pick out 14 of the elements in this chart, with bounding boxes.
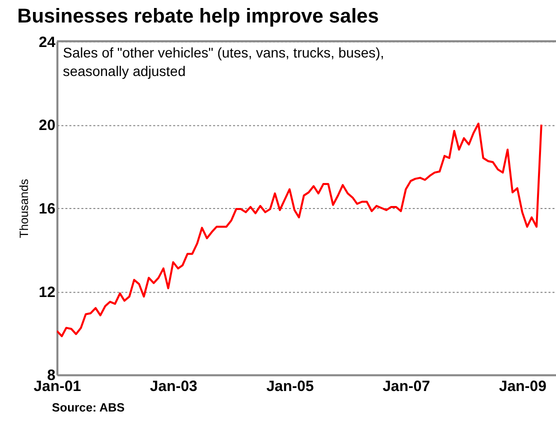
chart-title: Businesses rebate help improve sales: [17, 5, 379, 28]
y-tick-label: 16: [38, 200, 56, 218]
y-tick-label: 24: [38, 34, 56, 51]
x-tick-label: Jan-07: [382, 378, 430, 396]
x-tick-label: Jan-03: [150, 378, 198, 396]
y-tick-label: 20: [38, 117, 56, 134]
y-tick-label: 8: [47, 367, 56, 384]
text: Sales of "other vehicles" (utes, vans, trucks, buses), seasonally adjusted: [62, 44, 384, 80]
y-axis-title: Thousands: [16, 178, 31, 238]
y-tick-label: 12: [38, 284, 56, 301]
x-tick-label: Jan-05: [266, 378, 314, 396]
line-series: [56, 122, 542, 338]
source-note: Source: ABS: [52, 400, 125, 415]
x-tick-label: Jan-09: [499, 378, 546, 396]
